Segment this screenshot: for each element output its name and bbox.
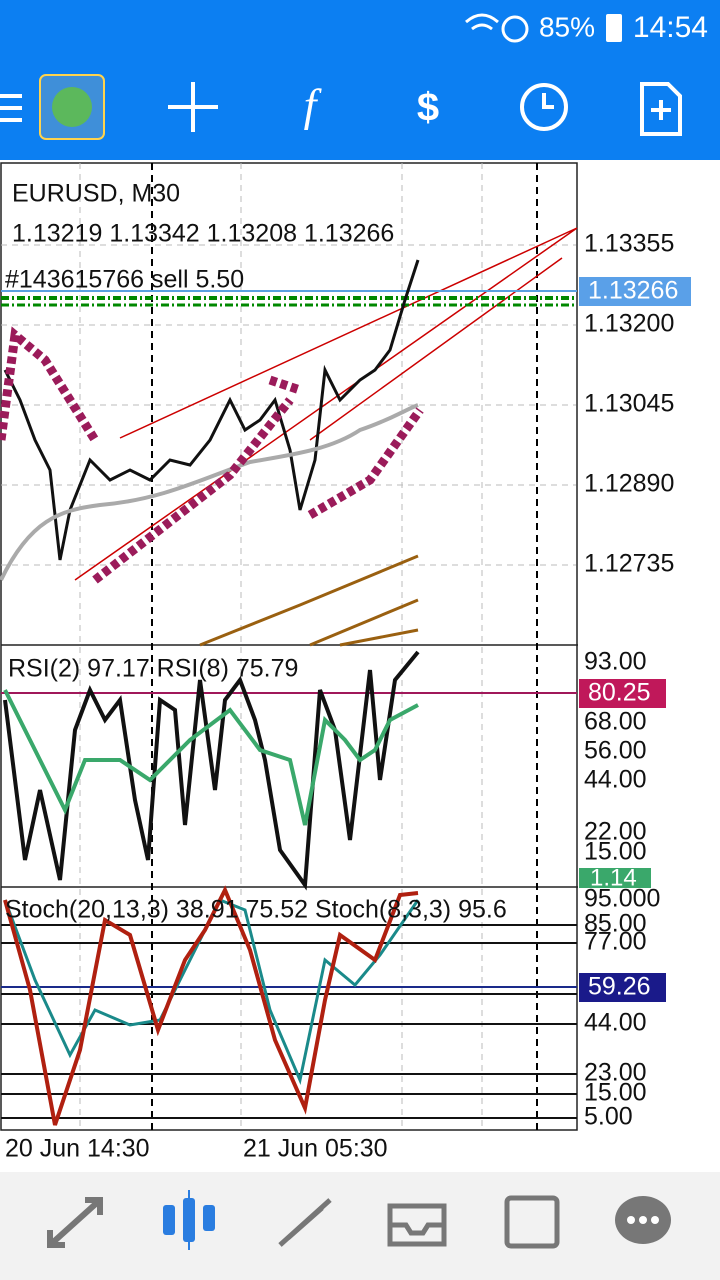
stoch-label: 15.00 — [584, 1079, 647, 1107]
rsi-slow — [3, 689, 419, 826]
rsi-label: 15.00 — [584, 838, 647, 866]
grid — [1, 163, 576, 1130]
history-tab[interactable] — [387, 1203, 447, 1247]
chart-tab[interactable] — [163, 1190, 215, 1250]
stoch-label: 44.00 — [584, 1009, 647, 1037]
battery-icon — [606, 14, 622, 42]
price-label: 1.13355 — [584, 230, 674, 258]
timeframe-button[interactable] — [520, 83, 568, 131]
dnd-icon — [501, 15, 529, 43]
rsi-label: 22.00 — [584, 818, 647, 846]
time-label: 21 Jun 05:30 — [243, 1135, 388, 1163]
crosshair-button[interactable] — [168, 82, 218, 132]
price-candles — [3, 259, 420, 561]
order-label: #143615766 sell 5.50 — [5, 266, 244, 294]
stoch-label: 77.00 — [584, 928, 647, 956]
menu-button[interactable] — [0, 94, 22, 122]
quotes-tab[interactable] — [47, 1197, 103, 1248]
price-label: 1.12735 — [584, 550, 674, 578]
rsi-title: RSI(2) 97.17 RSI(8) 75.79 — [8, 655, 298, 683]
rsi-current-box — [579, 868, 651, 888]
channel-lines — [74, 227, 578, 581]
clock: 14:54 — [633, 11, 708, 44]
new-order-button[interactable] — [640, 82, 682, 136]
symbol: EURUSD, M30 — [12, 180, 180, 208]
rsi-label: 56.00 — [584, 737, 647, 765]
app-globe — [52, 87, 92, 127]
price-label: 1.13045 — [584, 390, 674, 418]
current-price: 1.13266 — [588, 277, 678, 305]
chat-tab[interactable] — [615, 1196, 671, 1244]
stoch-label: 85.00 — [584, 910, 647, 938]
stoch-label: 5.00 — [584, 1103, 633, 1131]
price-label: 1.12890 — [584, 470, 674, 498]
current-price-box — [579, 277, 691, 306]
rsi-level-box — [579, 679, 666, 708]
stoch-title: Stoch(20,13,3) 38.91 75.52 Stoch(8,3,3) … — [5, 896, 507, 924]
app-bar — [0, 0, 720, 160]
news-tab[interactable] — [504, 1195, 560, 1249]
bottom-nav — [0, 1172, 720, 1280]
rsi-fast — [3, 650, 420, 891]
stoch-level-box — [579, 973, 666, 1002]
rsi-label: 93.00 — [584, 648, 647, 676]
trade-tab[interactable] — [278, 1198, 332, 1247]
battery: 85% — [539, 11, 595, 42]
moving-average — [0, 403, 419, 581]
time-label: 20 Jun 14:30 — [5, 1135, 150, 1163]
stoch-signal — [3, 885, 419, 1126]
envelope-lines — [199, 554, 419, 647]
stoch-label: 95.000 — [584, 885, 660, 913]
parabolic-sar — [0, 326, 424, 584]
chart-frame — [0, 162, 578, 1131]
rsi-level: 80.25 — [588, 679, 651, 707]
trade-button[interactable]: $ — [417, 86, 439, 130]
price-label: 1.13200 — [584, 310, 674, 338]
wifi-icon — [465, 13, 499, 31]
stoch-level: 59.26 — [588, 973, 651, 1001]
ohlc: 1.13219 1.13342 1.13208 1.13266 — [12, 220, 394, 248]
rsi-current: 1.14 — [590, 864, 637, 891]
rsi-label: 68.00 — [584, 708, 647, 736]
rsi-label: 44.00 — [584, 766, 647, 794]
stoch-label: 23.00 — [584, 1059, 647, 1087]
